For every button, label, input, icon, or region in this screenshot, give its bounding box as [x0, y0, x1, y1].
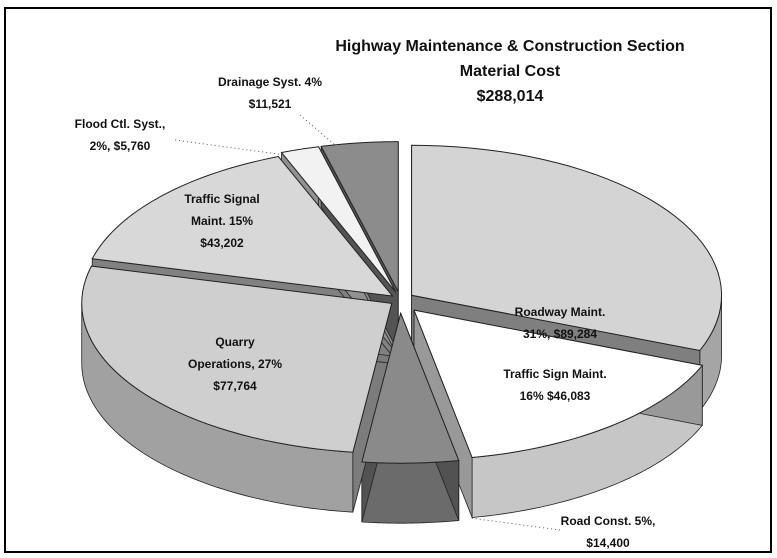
- data-label: Roadway Maint.: [515, 305, 606, 319]
- slice: [81, 265, 393, 453]
- pie: [81, 141, 723, 524]
- slice: [411, 144, 723, 352]
- data-label: $77,764: [213, 379, 257, 393]
- data-label: Flood Ctl. Syst.,: [75, 117, 166, 131]
- data-label: Traffic Sign Maint.: [503, 367, 606, 381]
- slice: [361, 311, 460, 464]
- leader-line: [174, 139, 286, 156]
- data-label: Traffic Signal: [184, 192, 259, 206]
- chart-title: Material Cost: [460, 63, 561, 80]
- chart-title: $288,014: [477, 88, 544, 105]
- slice: [91, 156, 394, 297]
- slice: [280, 146, 397, 293]
- data-label: $14,400: [586, 536, 630, 550]
- data-label: 2%, $5,760: [90, 139, 151, 153]
- chart-title: Highway Maintenance & Construction Secti…: [335, 38, 684, 55]
- data-label: $43,202: [200, 236, 244, 250]
- data-label: 31%, $89,284: [523, 327, 597, 341]
- data-label: $11,521: [249, 97, 292, 111]
- data-label: Road Const. 5%,: [561, 514, 656, 528]
- data-label: Drainage Syst. 4%: [218, 75, 322, 89]
- data-label: 16% $46,083: [520, 389, 591, 403]
- data-label: Operations, 27%: [188, 357, 282, 371]
- slice: [413, 309, 704, 459]
- data-label: Quarry: [215, 335, 255, 349]
- slice: [320, 141, 399, 292]
- data-label: Maint. 15%: [191, 214, 253, 228]
- labels: Highway Maintenance & Construction Secti…: [75, 38, 685, 550]
